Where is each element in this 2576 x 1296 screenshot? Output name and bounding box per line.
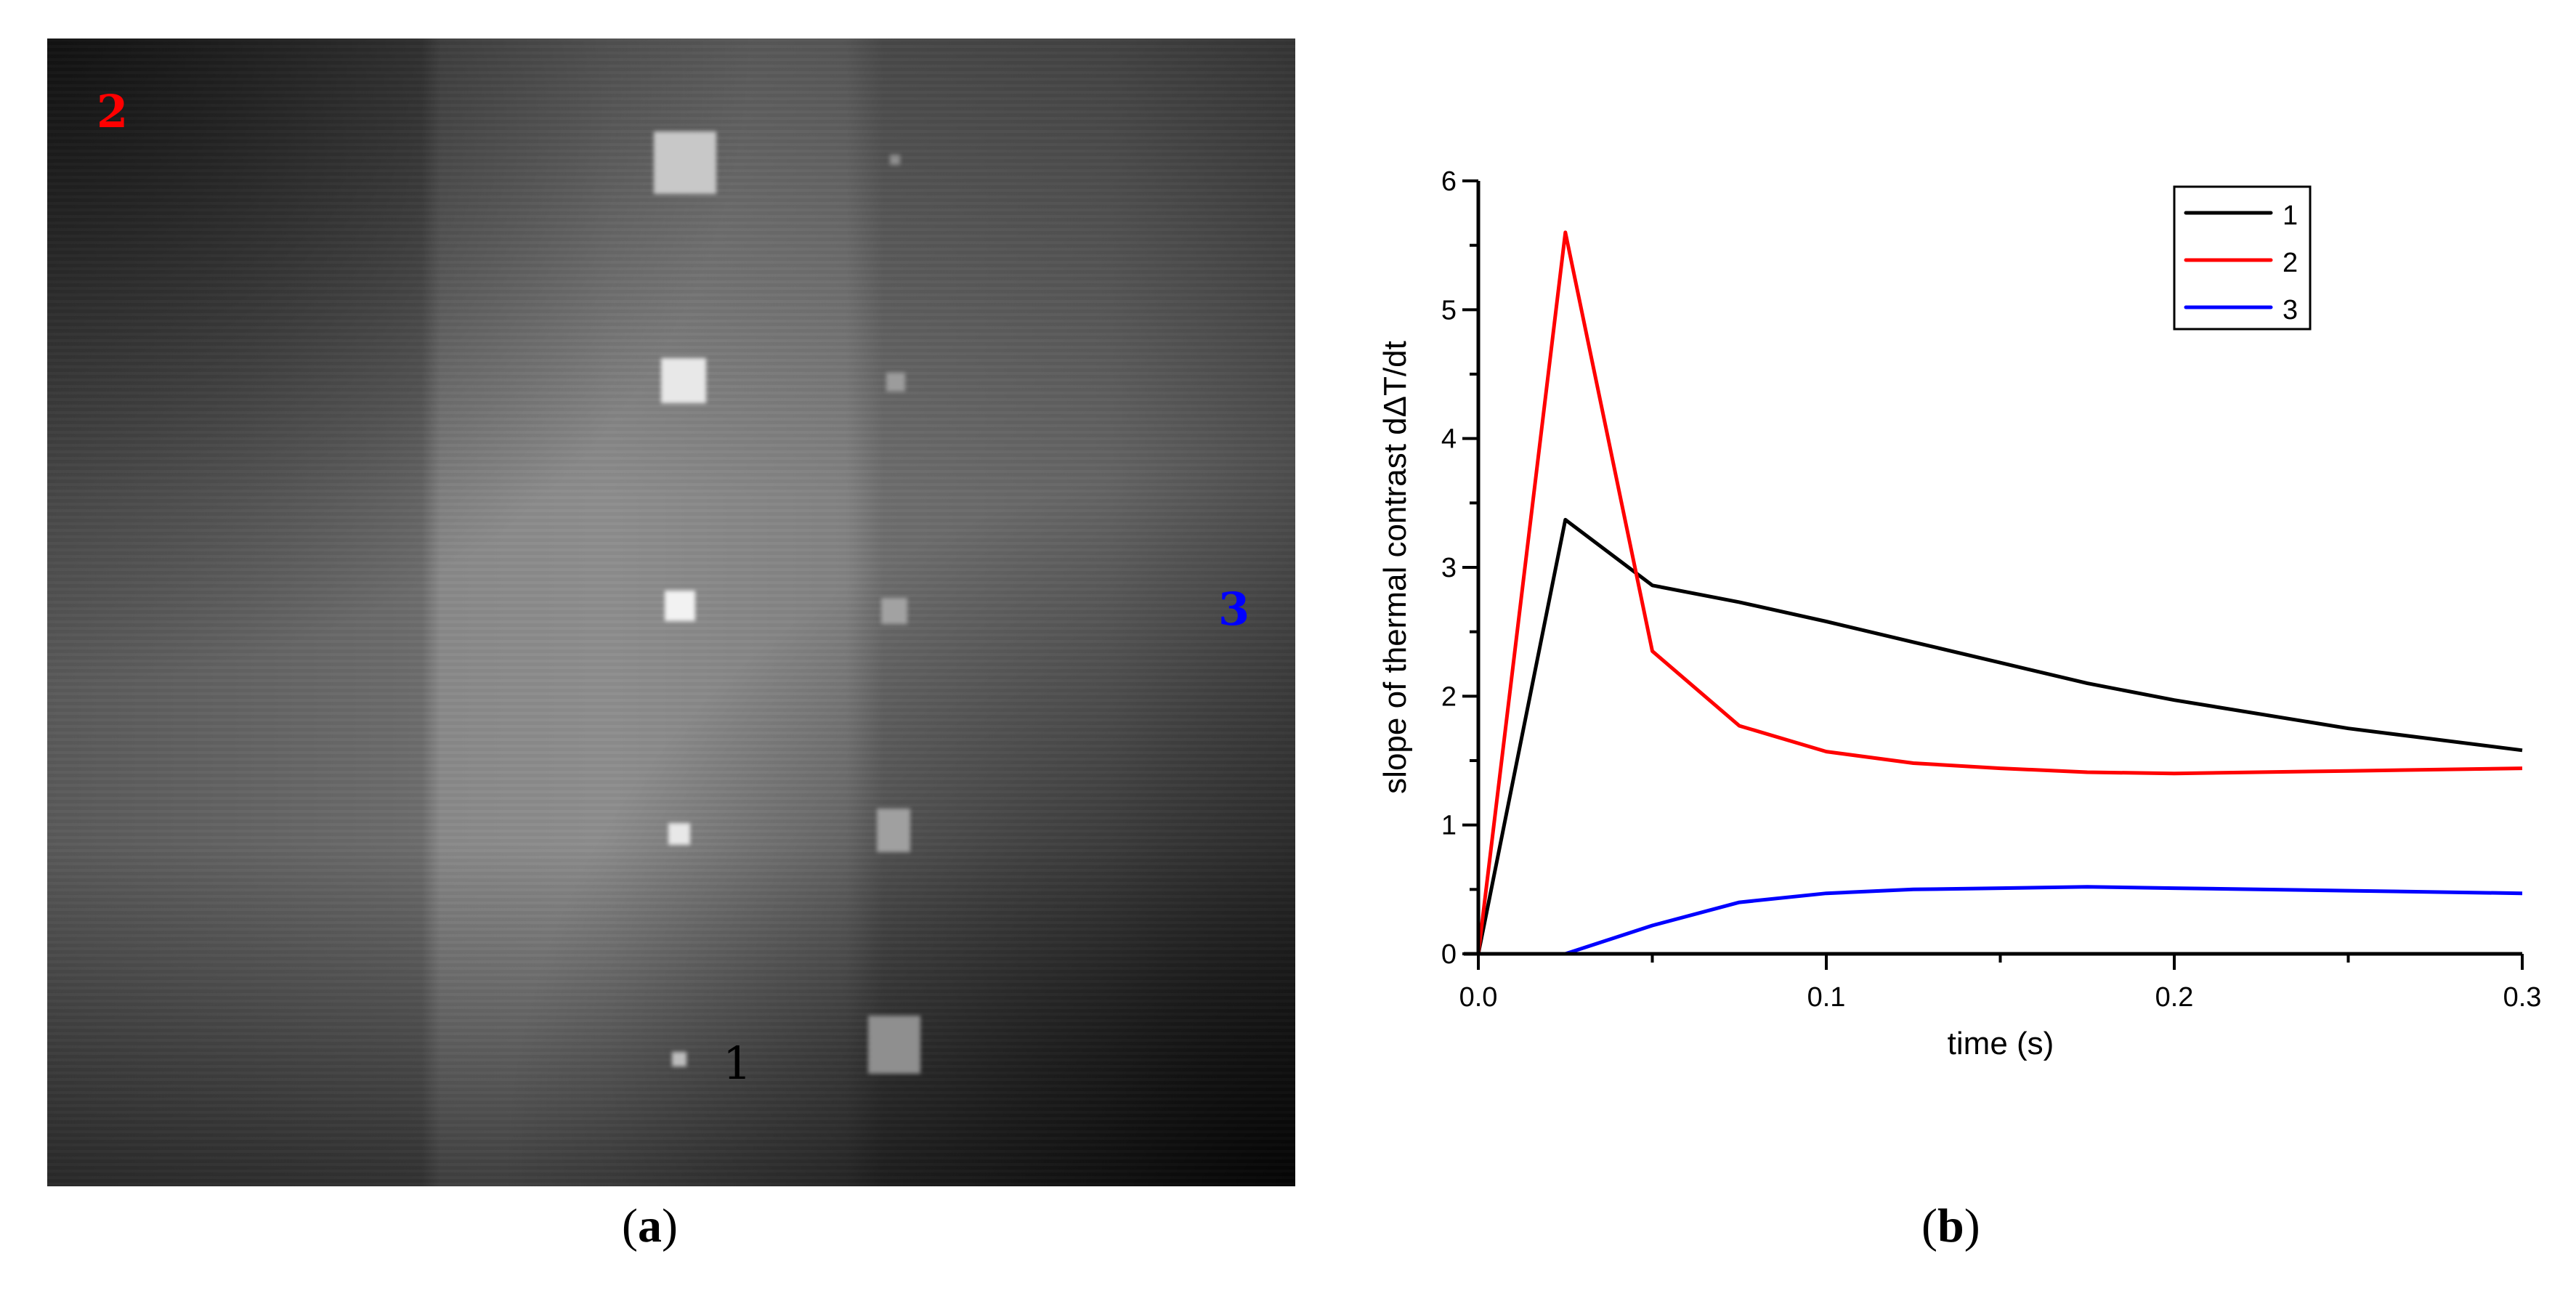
legend-label-1: 1 [2283, 201, 2298, 231]
defect-marker [868, 1016, 920, 1074]
legend-box [2173, 185, 2312, 331]
y-tick-label: 0 [1441, 939, 1457, 970]
y-tick-label: 4 [1441, 424, 1457, 455]
defect-marker [665, 591, 695, 621]
x-tick-label: 0.1 [1807, 982, 1846, 1013]
defect-marker [886, 373, 905, 392]
defect-marker [661, 358, 706, 403]
legend: 1 2 3 [2173, 185, 2312, 331]
caption-a-close: ) [661, 1199, 678, 1252]
defect-marker [877, 809, 910, 852]
series-line-3 [1478, 885, 2523, 956]
defect-marker [668, 823, 690, 845]
y-axis-title: slope of thermal contrast dΔT/dt [1377, 341, 1413, 794]
series-line-2 [1476, 230, 2523, 955]
legend-label-2: 2 [2283, 248, 2298, 278]
caption-b-close: ) [1964, 1199, 1980, 1252]
x-tick-label: 0.0 [1459, 982, 1498, 1013]
region-label-3: 3 [1218, 583, 1250, 636]
y-tick-label: 3 [1441, 553, 1457, 583]
defect-marker [890, 155, 900, 165]
region-label-2: 2 [97, 85, 129, 138]
legend-label-3: 3 [2283, 295, 2298, 325]
caption-b-letter: b [1937, 1199, 1964, 1252]
y-tick-label: 5 [1441, 295, 1457, 325]
caption-a: (a) [622, 1199, 678, 1254]
caption-b: (b) [1921, 1199, 1980, 1254]
defect-marker [672, 1052, 686, 1066]
thermal-image: 2 3 1 [47, 39, 1295, 1186]
chart-axes: 0 1 2 3 4 5 6 0.0 0.1 0.2 0.3 [1441, 166, 2542, 1013]
x-tick-label: 0.3 [2503, 982, 2542, 1013]
series-line-1 [1476, 517, 2523, 955]
region-label-1: 1 [723, 1037, 752, 1090]
caption-a-open: ( [622, 1199, 638, 1252]
y-tick-label: 2 [1441, 681, 1457, 712]
y-tick-label: 6 [1441, 166, 1457, 197]
defect-marker [654, 131, 716, 194]
y-tick-label: 1 [1441, 811, 1457, 841]
caption-a-letter: a [637, 1199, 662, 1252]
series-lines [1476, 230, 2523, 956]
caption-b-open: ( [1921, 1199, 1937, 1252]
defect-marker [881, 598, 907, 624]
x-axis-title: time (s) [1948, 1026, 2054, 1061]
x-tick-label: 0.2 [2155, 982, 2194, 1013]
legend-items: 1 2 3 [2184, 201, 2298, 325]
